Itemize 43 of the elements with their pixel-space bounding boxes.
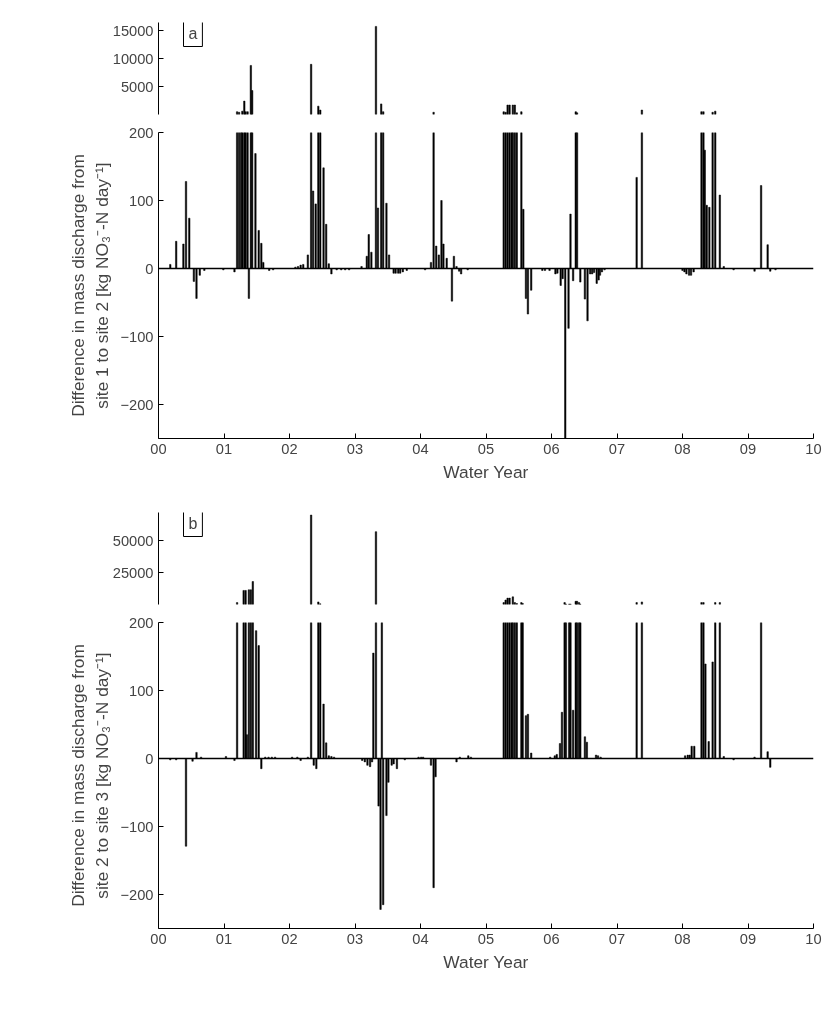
x-tick-label: 10 (805, 930, 822, 947)
x-tick-label: 09 (739, 440, 757, 457)
y-tick-label: −200 (120, 396, 154, 413)
x-tick-label: 06 (543, 440, 560, 457)
y-tick-label: −100 (120, 818, 154, 835)
x-tick-label: 08 (674, 440, 691, 457)
y-tick-label: 200 (129, 614, 154, 631)
x-tick-label: 07 (608, 440, 626, 457)
x-axis-title: Water Year (443, 951, 529, 972)
y-tick-label: 200 (129, 124, 154, 141)
x-tick-label: 00 (150, 930, 167, 947)
y-axis-title: Difference in mass discharge from site 1 to site 2 [kg NO₃⁻-N day⁻¹] (68, 154, 113, 417)
x-tick-label: 10 (805, 440, 822, 457)
x-tick-label: 07 (608, 930, 626, 947)
y-tick-label: 50000 (112, 532, 154, 549)
y-tick-label: 100 (129, 682, 154, 699)
y-tick-label: 25000 (112, 564, 154, 581)
x-tick-label: 02 (281, 440, 298, 457)
y-tick-label: 0 (145, 750, 154, 767)
x-tick-label: 05 (477, 440, 495, 457)
annotation: a (188, 24, 198, 42)
y-tick-label: 10000 (112, 50, 154, 67)
y-tick-label: −200 (120, 886, 154, 903)
x-tick-label: 00 (150, 440, 167, 457)
x-tick-label: 01 (215, 440, 233, 457)
x-tick-label: 03 (346, 440, 364, 457)
x-tick-label: 03 (346, 930, 364, 947)
y-tick-label: 5000 (120, 78, 154, 95)
y-tick-label: −100 (120, 328, 154, 345)
x-tick-label: 09 (739, 930, 757, 947)
annotation: b (188, 514, 198, 532)
x-axis-title: Water Year (443, 461, 529, 482)
x-tick-label: 04 (412, 440, 429, 457)
x-tick-label: 01 (215, 930, 233, 947)
x-tick-label: 02 (281, 930, 298, 947)
y-tick-label: 0 (145, 260, 154, 277)
x-tick-label: 04 (412, 930, 429, 947)
y-tick-label: 15000 (112, 22, 154, 39)
y-tick-label: 100 (129, 192, 154, 209)
x-tick-label: 08 (674, 930, 691, 947)
x-tick-label: 06 (543, 930, 560, 947)
y-axis-title: Difference in mass discharge from site 2 to site 3 [kg NO₃⁻-N day⁻¹] (68, 644, 113, 907)
x-tick-label: 05 (477, 930, 495, 947)
